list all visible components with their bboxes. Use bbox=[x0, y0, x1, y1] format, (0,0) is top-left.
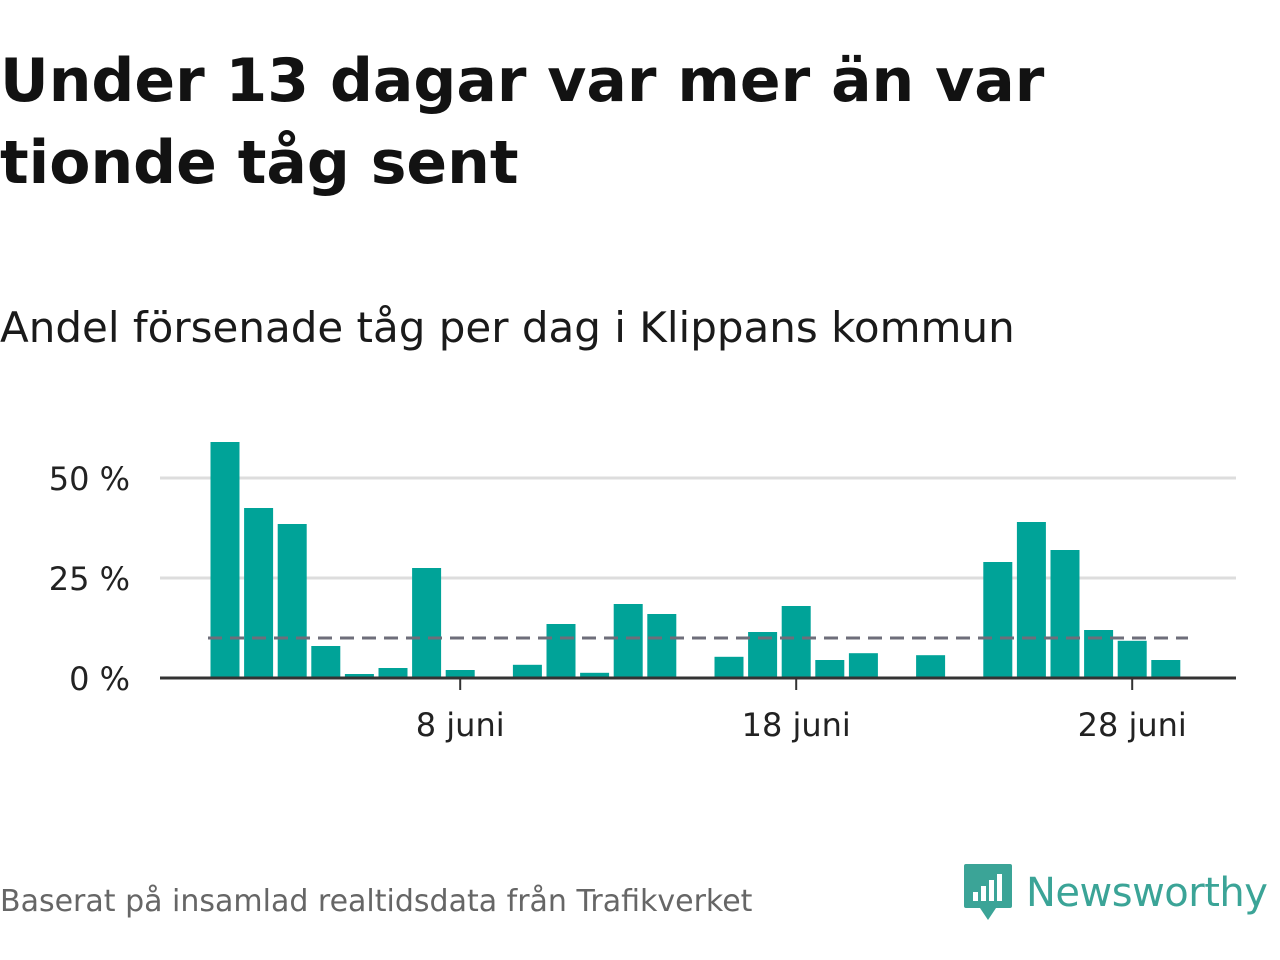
bar bbox=[445, 670, 475, 678]
y-tick-label: 25 % bbox=[49, 560, 130, 598]
bar bbox=[378, 668, 408, 678]
y-tick-labels: 0 % 25 % 50 % bbox=[49, 460, 130, 698]
bar bbox=[580, 672, 610, 678]
bar bbox=[848, 653, 878, 678]
bar bbox=[412, 568, 442, 678]
x-tick-label: 8 juni bbox=[416, 706, 505, 744]
bar bbox=[748, 632, 778, 678]
bar bbox=[210, 442, 240, 678]
x-tick-label: 18 juni bbox=[742, 706, 851, 744]
brand-name: Newsworthy bbox=[1026, 870, 1268, 916]
x-axis bbox=[160, 676, 1236, 690]
bar bbox=[714, 656, 744, 678]
bar bbox=[983, 562, 1013, 678]
bar bbox=[647, 614, 677, 678]
bar bbox=[781, 606, 811, 678]
bar bbox=[613, 604, 643, 678]
y-tick-label: 0 % bbox=[69, 660, 130, 698]
x-tick-label: 28 juni bbox=[1078, 706, 1187, 744]
brand-logo[interactable]: Newsworthy bbox=[962, 862, 1268, 924]
chart-subtitle: Andel försenade tåg per dag i Klippans k… bbox=[0, 303, 1015, 352]
bar bbox=[277, 524, 307, 678]
bar bbox=[244, 508, 274, 678]
bar bbox=[1117, 640, 1147, 678]
bar-chart: 0 % 25 % 50 % 8 juni 18 juni 28 juni bbox=[49, 442, 1236, 744]
bar bbox=[311, 646, 341, 678]
bar bbox=[916, 655, 946, 678]
page-title: Under 13 dagar var mer än var tionde tåg… bbox=[0, 46, 1045, 198]
newsworthy-logo-icon bbox=[964, 864, 1012, 920]
bar bbox=[1016, 522, 1046, 678]
bar bbox=[1050, 550, 1080, 678]
bars bbox=[210, 442, 1181, 678]
bar bbox=[512, 664, 542, 678]
y-tick-label: 50 % bbox=[49, 460, 130, 498]
x-tick-labels: 8 juni 18 juni 28 juni bbox=[416, 706, 1187, 744]
bar bbox=[344, 674, 374, 678]
bar bbox=[815, 660, 845, 678]
source-note: Baserat på insamlad realtidsdata från Tr… bbox=[0, 884, 753, 919]
bar bbox=[546, 624, 576, 678]
bar bbox=[1151, 660, 1181, 678]
